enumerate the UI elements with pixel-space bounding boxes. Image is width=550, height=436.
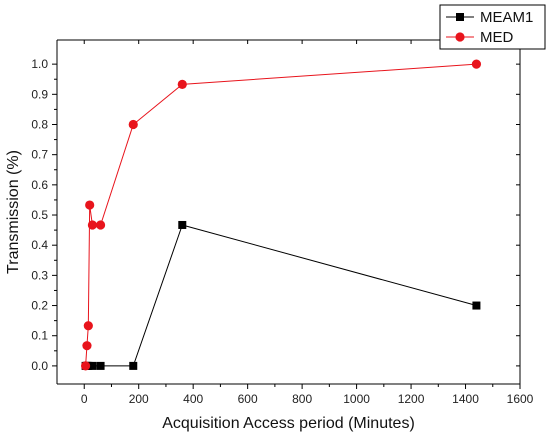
- y-tick-label: 0.4: [31, 238, 48, 252]
- legend-item: MEAM1: [446, 9, 533, 26]
- series-line: [85, 224, 477, 367]
- data-point: [129, 361, 138, 370]
- x-tick-label: 200: [129, 392, 149, 406]
- y-tick-label: 0.1: [31, 329, 48, 343]
- x-axis-title: Acquisition Access period (Minutes): [162, 415, 415, 432]
- ticks: 0 200 400 600 800 1000 1200 1400 1600 0.0 0.1 0.2 0.…: [31, 40, 534, 406]
- data-point: [82, 341, 92, 351]
- data-point: [472, 301, 481, 310]
- series-line: [85, 63, 477, 366]
- data-point: [471, 59, 482, 69]
- axes: [56, 39, 521, 385]
- data-point: [128, 119, 138, 130]
- x-tick-label: 800: [292, 392, 312, 406]
- legend-marker: [455, 32, 465, 42]
- legend: MEAM1 MED: [439, 4, 546, 50]
- x-tick-label: 0: [81, 392, 88, 406]
- y-axis-title: Transmission (%): [5, 150, 22, 274]
- legend-item: MED: [446, 29, 514, 46]
- y-tick-label: 0.9: [31, 87, 48, 101]
- legend-marker: [456, 13, 464, 21]
- x-tick-label: 1600: [507, 392, 534, 406]
- series-med: [80, 59, 482, 371]
- data-point: [95, 220, 106, 230]
- y-tick-label: 0.3: [31, 268, 48, 282]
- y-tick-label: 0.6: [31, 178, 48, 192]
- x-tick-label: 1400: [452, 392, 479, 406]
- y-tick-label: 0.2: [31, 299, 48, 313]
- data-point: [178, 220, 187, 229]
- y-tick-label: 0.8: [31, 117, 48, 131]
- series-meam1: [81, 220, 481, 370]
- legend-label: MEAM1: [480, 9, 533, 26]
- legend-label: MED: [480, 29, 514, 46]
- legend-box: [439, 4, 546, 50]
- y-tick-label: 0.7: [31, 148, 48, 162]
- y-tick-label: 0.5: [31, 208, 48, 222]
- data-point: [88, 361, 97, 370]
- data-point: [87, 220, 98, 230]
- x-tick-label: 600: [238, 392, 258, 406]
- x-tick-label: 1200: [398, 392, 425, 406]
- data-point: [85, 200, 95, 210]
- y-tick-label: 1.0: [31, 57, 48, 71]
- data-point: [83, 321, 93, 331]
- x-tick-label: 1000: [343, 392, 370, 406]
- series-layer: [80, 59, 482, 371]
- data-point: [96, 361, 105, 370]
- data-point: [80, 361, 91, 371]
- x-tick-label: 400: [183, 392, 203, 406]
- y-tick-label: 0.0: [31, 359, 48, 373]
- data-point: [177, 79, 187, 89]
